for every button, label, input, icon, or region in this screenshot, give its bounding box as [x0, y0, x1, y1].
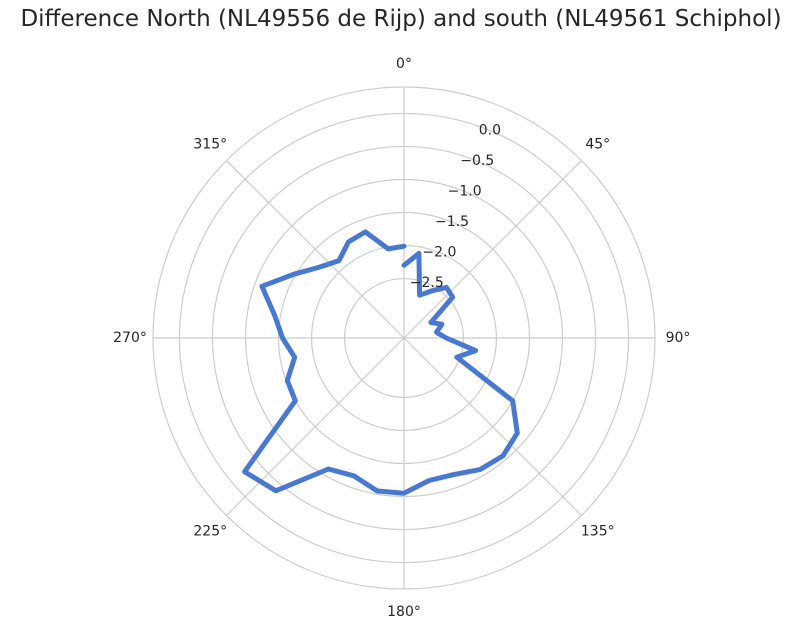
r-tick-label: −2.5: [410, 275, 444, 291]
theta-tick-label: 180°: [387, 604, 421, 620]
theta-tick-label: 45°: [585, 136, 610, 152]
r-tick-label: −1.5: [435, 214, 469, 230]
series-line: [242, 229, 520, 496]
r-label-layer: 0.0 −0.5 −1.0 −1.5 −2.0 −2.5: [410, 123, 501, 292]
theta-tick-label: 315°: [193, 136, 227, 152]
theta-gridline: [226, 160, 405, 339]
theta-tick-label: 0°: [396, 56, 412, 72]
r-tick-label: −2.0: [422, 245, 456, 261]
theta-tick-label: 270°: [113, 330, 147, 346]
theta-tick-label: 225°: [193, 524, 227, 540]
r-tick-label: 0.0: [479, 123, 501, 139]
theta-gridline: [403, 337, 582, 516]
grid-layer: [152, 86, 656, 590]
chart-title: Difference North (NL49556 de Rijp) and s…: [20, 6, 782, 32]
series-layer: [242, 229, 520, 496]
r-tick-label: −0.5: [460, 153, 494, 169]
axis-label-layer: 0° 45° 90° 135° 180° 225° 270° 315°: [113, 56, 690, 620]
theta-gridline: [226, 337, 405, 516]
r-tick-label: −1.0: [448, 184, 482, 200]
theta-tick-label: 90°: [666, 330, 691, 346]
theta-gridline: [403, 160, 582, 339]
theta-tick-label: 135°: [581, 524, 615, 540]
